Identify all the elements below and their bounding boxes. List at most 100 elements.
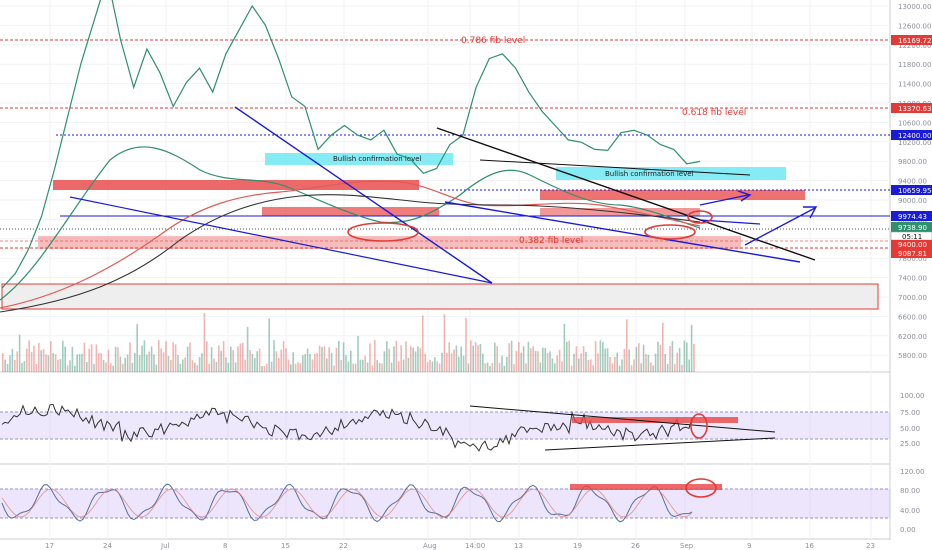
price-tags: 16169.72 13370.63 12400.00 10659.95 9974…	[890, 35, 932, 258]
volume-bar	[381, 363, 383, 372]
volume-bar	[477, 345, 479, 372]
fib-label-0786: 0.786 fib level	[461, 36, 525, 46]
date-tick-label: 22	[339, 542, 348, 550]
volume-bar	[59, 359, 62, 372]
projection-arrow-2-head	[803, 206, 818, 219]
volume-bar	[239, 343, 242, 372]
volume-bar	[467, 363, 470, 372]
price-tick-label: 10200.00	[898, 139, 931, 147]
volume-bar	[330, 353, 333, 372]
volume-bar	[414, 351, 417, 372]
gray-support-zone	[1, 283, 879, 310]
volume-bar	[309, 353, 311, 372]
volume-bar	[93, 363, 95, 372]
volume-bar	[124, 358, 126, 372]
volume-bar	[582, 346, 585, 372]
volume-bar	[659, 345, 662, 372]
volume-bar	[395, 340, 398, 372]
zone-band-low	[38, 236, 441, 249]
volume-bar	[191, 360, 194, 372]
volume-bar	[119, 356, 122, 372]
volume-bar	[218, 345, 220, 372]
price-tick-label: 11400.00	[898, 81, 931, 89]
volume-bar	[316, 353, 318, 372]
volume-bar	[450, 353, 453, 372]
volume-bar	[258, 348, 261, 372]
volume-bar	[693, 343, 695, 372]
volume-bar	[683, 340, 686, 372]
volume-bar	[263, 365, 266, 372]
volume-bar	[234, 362, 237, 372]
volume-bar	[237, 346, 239, 372]
volume-bar	[150, 346, 153, 372]
grid-lines	[0, 0, 890, 539]
rsi-tick-label: 75.00	[900, 409, 920, 417]
volume-bar	[645, 354, 647, 372]
price-tick-label: 10600.00	[898, 119, 931, 127]
volume-bar	[592, 365, 594, 372]
tag-16169: 16169.72	[898, 37, 931, 45]
volume-bar	[174, 344, 177, 372]
stoch-tick-label: 80.00	[900, 487, 920, 495]
volume-bar	[681, 364, 683, 372]
volume-bar	[179, 363, 182, 372]
volume-bar	[388, 348, 390, 372]
price-tick-label: 11800.00	[898, 61, 931, 69]
bullish-confirmation-box-2	[556, 167, 786, 180]
horizontal-levels	[0, 134, 890, 230]
volume-bar	[9, 355, 11, 372]
volume-bar	[554, 363, 556, 372]
stoch-d-line	[1, 488, 693, 518]
volume-bar	[626, 319, 628, 372]
volume-bar	[290, 364, 292, 372]
fib-label-0382: 0.382 fib level	[519, 236, 583, 246]
volume-bar	[158, 340, 160, 372]
volume-bar	[129, 342, 131, 372]
volume-bar	[462, 355, 465, 372]
volume-bar	[38, 343, 40, 372]
volume-bar	[429, 359, 431, 372]
rsi-circle-marker	[690, 413, 708, 439]
volume-bar	[520, 352, 522, 372]
volume-bar	[618, 365, 621, 372]
supply-demand-zones: Bullish confirmation level Bullish confi…	[1, 153, 879, 310]
price-tick-label: 7800.00	[898, 255, 927, 263]
date-tick-label: 16	[805, 542, 814, 550]
volume-bar	[410, 346, 412, 372]
volume-bar	[95, 344, 98, 372]
volume-bar	[400, 345, 402, 372]
volume-bar	[374, 340, 376, 372]
volume-bar	[501, 355, 503, 372]
volume-bar	[515, 350, 518, 372]
volume-bar	[676, 352, 678, 372]
circle-marker-2	[644, 224, 696, 240]
volume-bar	[52, 353, 54, 372]
volume-bar	[28, 340, 30, 372]
volume-bar	[225, 357, 227, 372]
volume-bar	[64, 346, 66, 372]
volume-bar	[386, 341, 388, 372]
volume-bar	[47, 355, 50, 372]
volume-bar	[126, 354, 129, 372]
panel-frame	[0, 0, 891, 540]
price-tick-label: 12600.00	[898, 22, 931, 30]
volume-bar	[496, 346, 498, 372]
volume-bar	[6, 364, 9, 372]
volume-bar	[503, 365, 506, 372]
circle-marker-3	[687, 210, 713, 224]
volume-bar	[609, 356, 611, 372]
price-tick-label: 7400.00	[898, 275, 927, 283]
tag-9974: 9974.43	[898, 213, 927, 221]
volume-bar	[362, 359, 364, 372]
date-tick-label: Jul	[160, 542, 170, 550]
volume-bar	[220, 350, 222, 372]
volume-bar	[201, 353, 203, 372]
volume-bar	[688, 359, 690, 372]
volume-bar	[412, 347, 414, 372]
volume-bar	[206, 341, 208, 372]
volume-bar	[551, 358, 554, 372]
volume-bar	[417, 346, 419, 372]
volume-bar	[522, 346, 525, 372]
volume-bar	[426, 362, 429, 372]
